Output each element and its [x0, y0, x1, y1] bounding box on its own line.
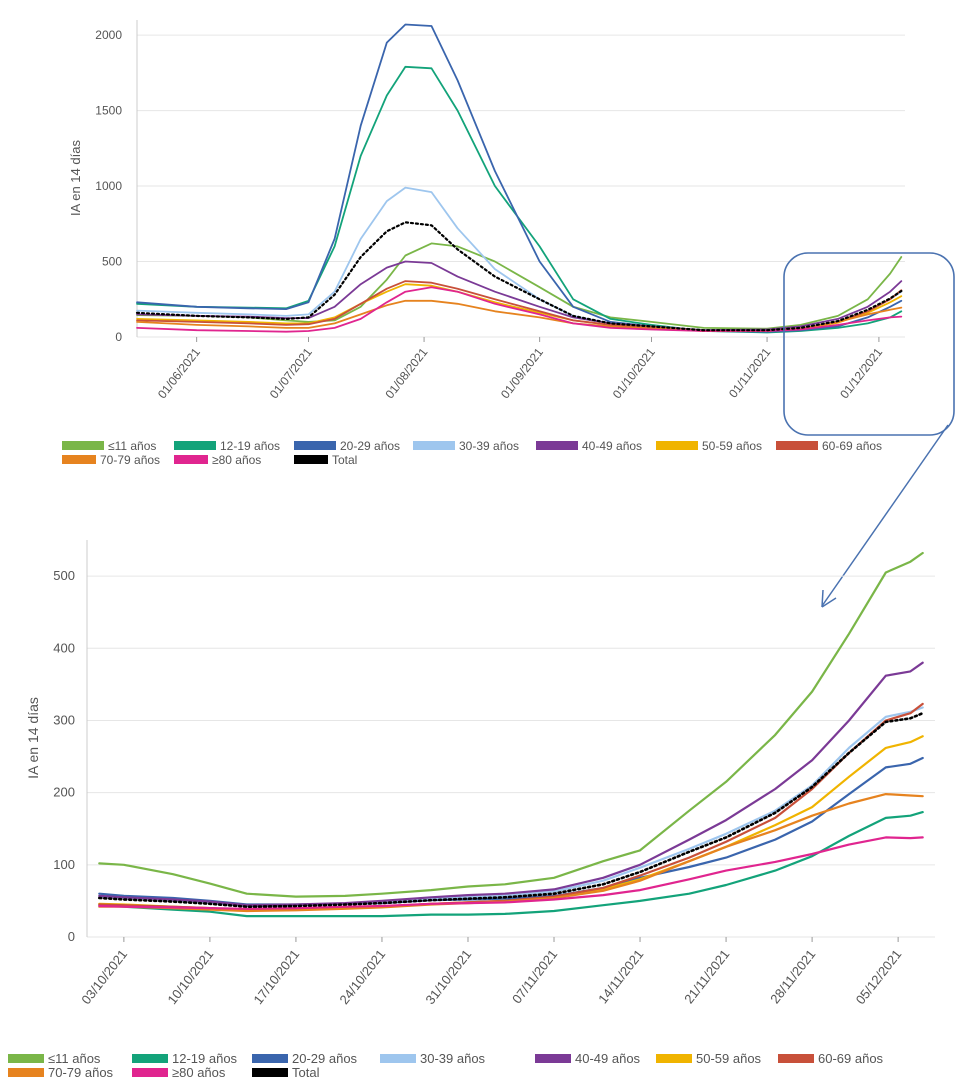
- legend-swatch: [62, 455, 96, 464]
- legend-label: ≥80 años: [172, 1065, 226, 1080]
- series-line-70-79: [98, 793, 924, 913]
- legend-swatch: [252, 1068, 288, 1077]
- legend-label: 70-79 años: [48, 1065, 114, 1080]
- x-tick-label: 01/06/2021: [155, 345, 203, 401]
- series-line-lt11: [98, 551, 924, 898]
- series-group-bottom: [98, 551, 924, 918]
- legend-label: ≤11 años: [48, 1051, 101, 1066]
- zoom-arrow-head: [821, 589, 837, 608]
- series-group-top: [135, 23, 903, 334]
- y-axis-label-top: IA en 14 días: [68, 140, 83, 216]
- y-tick-label: 200: [53, 785, 75, 800]
- y-tick-label: 0: [115, 330, 122, 344]
- y-tick-label: 300: [53, 712, 75, 727]
- y-tick-label: 0: [68, 929, 75, 944]
- x-tick-label: 17/10/2021: [250, 947, 302, 1008]
- x-tick-label: 28/11/2021: [767, 947, 818, 1007]
- legend-swatch: [413, 441, 455, 450]
- legend-label: 60-69 años: [822, 439, 882, 453]
- legend-label: 60-69 años: [818, 1051, 884, 1066]
- legend-label: Total: [292, 1065, 320, 1080]
- x-tick-label: 01/12/2021: [837, 345, 885, 401]
- legend-swatch: [174, 455, 208, 464]
- y-tick-label: 1000: [95, 179, 122, 193]
- legend-swatch: [656, 1054, 692, 1063]
- legend-label: Total: [332, 453, 357, 467]
- y-tick-label: 2000: [95, 28, 122, 42]
- series-line-gte80: [98, 836, 924, 910]
- series-line-30-39: [98, 706, 924, 908]
- legend-swatch: [536, 441, 578, 450]
- x-tick-label: 07/11/2021: [509, 947, 560, 1007]
- legend-swatch: [8, 1068, 44, 1077]
- series-line-gte80: [136, 286, 903, 333]
- legend-label: 12-19 años: [172, 1051, 238, 1066]
- x-tick-label: 01/10/2021: [610, 345, 658, 401]
- x-tick-label: 03/10/2021: [78, 947, 130, 1008]
- legend-label: 12-19 años: [220, 439, 280, 453]
- legend-label: 40-49 años: [582, 439, 642, 453]
- y-grid-bottom: 0 100 200 300 400 500: [53, 540, 935, 944]
- legend-swatch: [132, 1068, 168, 1077]
- x-tick-label: 01/09/2021: [498, 345, 546, 401]
- y-grid-top: 0 500 1000 1500 2000: [95, 20, 905, 344]
- series-line-12-19: [136, 65, 903, 334]
- legend-top: ≤11 años 12-19 años 20-29 años 30-39 años 40…: [62, 439, 882, 467]
- series-line-40-49: [98, 661, 924, 907]
- legend-swatch: [174, 441, 216, 450]
- legend-swatch: [132, 1054, 168, 1063]
- legend-swatch: [656, 441, 698, 450]
- y-tick-label: 400: [53, 640, 75, 655]
- y-tick-label: 500: [53, 568, 75, 583]
- series-line-lt11: [136, 242, 903, 330]
- y-tick-label: 1500: [95, 104, 122, 118]
- chart-top: IA en 14 días 0 500 1000 1500 2000 01/06/202…: [68, 20, 905, 401]
- x-tick-labels-top: 01/06/2021 01/07/2021 01/08/2021 01/09/2021…: [155, 337, 885, 401]
- x-tick-label: 24/10/2021: [336, 947, 388, 1008]
- chart-bottom: IA en 14 días 0 100 200 300 400 500 03/10/202…: [25, 540, 935, 1007]
- x-tick-label: 21/11/2021: [681, 947, 732, 1007]
- series-line-total: [98, 711, 924, 908]
- legend-label: 20-29 años: [340, 439, 400, 453]
- y-tick-label: 500: [102, 255, 122, 269]
- zoom-highlight-box: [783, 252, 955, 436]
- x-tick-label: 01/08/2021: [382, 345, 430, 401]
- legend-label: ≥80 años: [212, 453, 261, 467]
- x-tick-label: 10/10/2021: [164, 947, 216, 1008]
- legend-label: 30-39 años: [420, 1051, 486, 1066]
- series-line-total: [135, 221, 903, 332]
- x-tick-labels-bottom: 03/10/2021 10/10/2021 17/10/2021 24/10/2021…: [78, 937, 904, 1007]
- x-tick-label: 31/10/2021: [422, 947, 474, 1008]
- legend-swatch: [776, 441, 818, 450]
- legend-label: 20-29 años: [292, 1051, 358, 1066]
- legend-bottom: ≤11 años 12-19 años 20-29 años 30-39 años 40…: [8, 1051, 884, 1080]
- series-line-60-69: [98, 702, 924, 912]
- legend-label: 70-79 años: [100, 453, 160, 467]
- legend-swatch: [252, 1054, 288, 1063]
- legend-swatch: [8, 1054, 44, 1063]
- x-tick-label: 14/11/2021: [595, 947, 646, 1007]
- legend-label: 50-59 años: [702, 439, 762, 453]
- legend-swatch: [535, 1054, 571, 1063]
- legend-swatch: [778, 1054, 814, 1063]
- x-tick-label: 05/12/2021: [853, 947, 905, 1008]
- x-tick-label: 01/07/2021: [267, 345, 315, 401]
- legend-swatch: [62, 441, 104, 450]
- series-line-12-19: [98, 811, 924, 918]
- legend-label: 50-59 años: [696, 1051, 762, 1066]
- x-tick-label: 01/11/2021: [726, 345, 774, 401]
- legend-label: 30-39 años: [459, 439, 519, 453]
- legend-swatch: [380, 1054, 416, 1063]
- series-line-40-49: [136, 260, 903, 332]
- y-tick-label: 100: [53, 857, 75, 872]
- legend-swatch: [294, 441, 336, 450]
- legend-label: 40-49 años: [575, 1051, 641, 1066]
- y-axis-label-bottom: IA en 14 días: [25, 697, 41, 779]
- legend-label: ≤11 años: [108, 439, 156, 453]
- legend-swatch: [294, 455, 328, 464]
- series-line-20-29: [136, 23, 903, 333]
